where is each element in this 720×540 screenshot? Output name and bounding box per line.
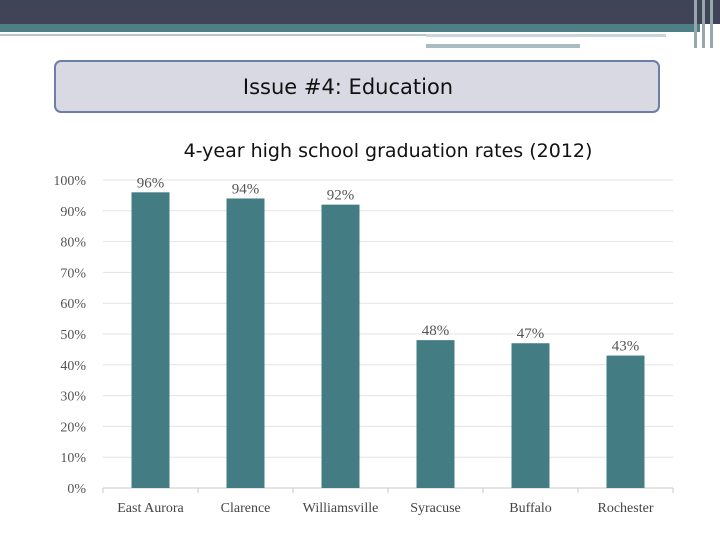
y-axis-ticks: 0% 10% 20% 30% 40% 50% 60% 70% 80% 90% 100% [53, 174, 86, 497]
decor-bar [694, 0, 697, 48]
x-axis-categories: East Aurora Clarence Williamsville Syracuse… [117, 501, 654, 516]
data-label: 94% [232, 181, 260, 197]
data-labels: 96% 94% 92% 48% 47% 43% [137, 175, 640, 354]
grid-lines [102, 179, 674, 493]
bar [511, 343, 550, 488]
x-category-label: Buffalo [509, 501, 552, 516]
y-tick-label: 90% [60, 205, 86, 220]
decor-line [426, 34, 666, 37]
x-category-label: Syracuse [410, 501, 461, 516]
y-tick-label: 10% [60, 451, 86, 466]
y-tick-label: 100% [53, 174, 86, 189]
bar [226, 198, 265, 489]
bars [131, 192, 645, 489]
y-tick-label: 60% [60, 297, 86, 312]
data-label: 43% [612, 339, 640, 355]
slide-title: Issue #4: Education [242, 74, 454, 99]
y-tick-label: 20% [60, 420, 86, 435]
decor-line [426, 44, 580, 48]
teal-decor-band [0, 24, 700, 32]
y-tick-label: 0% [67, 482, 86, 497]
y-tick-label: 50% [60, 328, 86, 343]
bar [416, 340, 455, 488]
bar [321, 204, 360, 488]
y-tick-label: 30% [60, 390, 86, 405]
data-label: 92% [327, 188, 355, 204]
y-tick-label: 70% [60, 266, 86, 281]
data-label: 47% [517, 326, 545, 342]
slide-title-box: Issue #4: Education [54, 60, 660, 113]
y-tick-label: 80% [60, 236, 86, 251]
bar [606, 355, 645, 488]
data-label: 48% [422, 323, 450, 339]
data-label: 96% [137, 175, 165, 191]
decor-line [0, 34, 426, 36]
y-tick-label: 40% [60, 359, 86, 374]
x-category-label: Williamsville [303, 501, 379, 516]
x-category-label: Rochester [598, 501, 654, 516]
x-category-label: East Aurora [117, 501, 184, 516]
decor-bar [702, 0, 705, 48]
chart-title: 4-year high school graduation rates (201… [183, 140, 593, 162]
top-decor-band [0, 0, 720, 24]
decor-bar [710, 0, 713, 48]
x-category-label: Clarence [221, 501, 271, 516]
bar [131, 192, 170, 488]
